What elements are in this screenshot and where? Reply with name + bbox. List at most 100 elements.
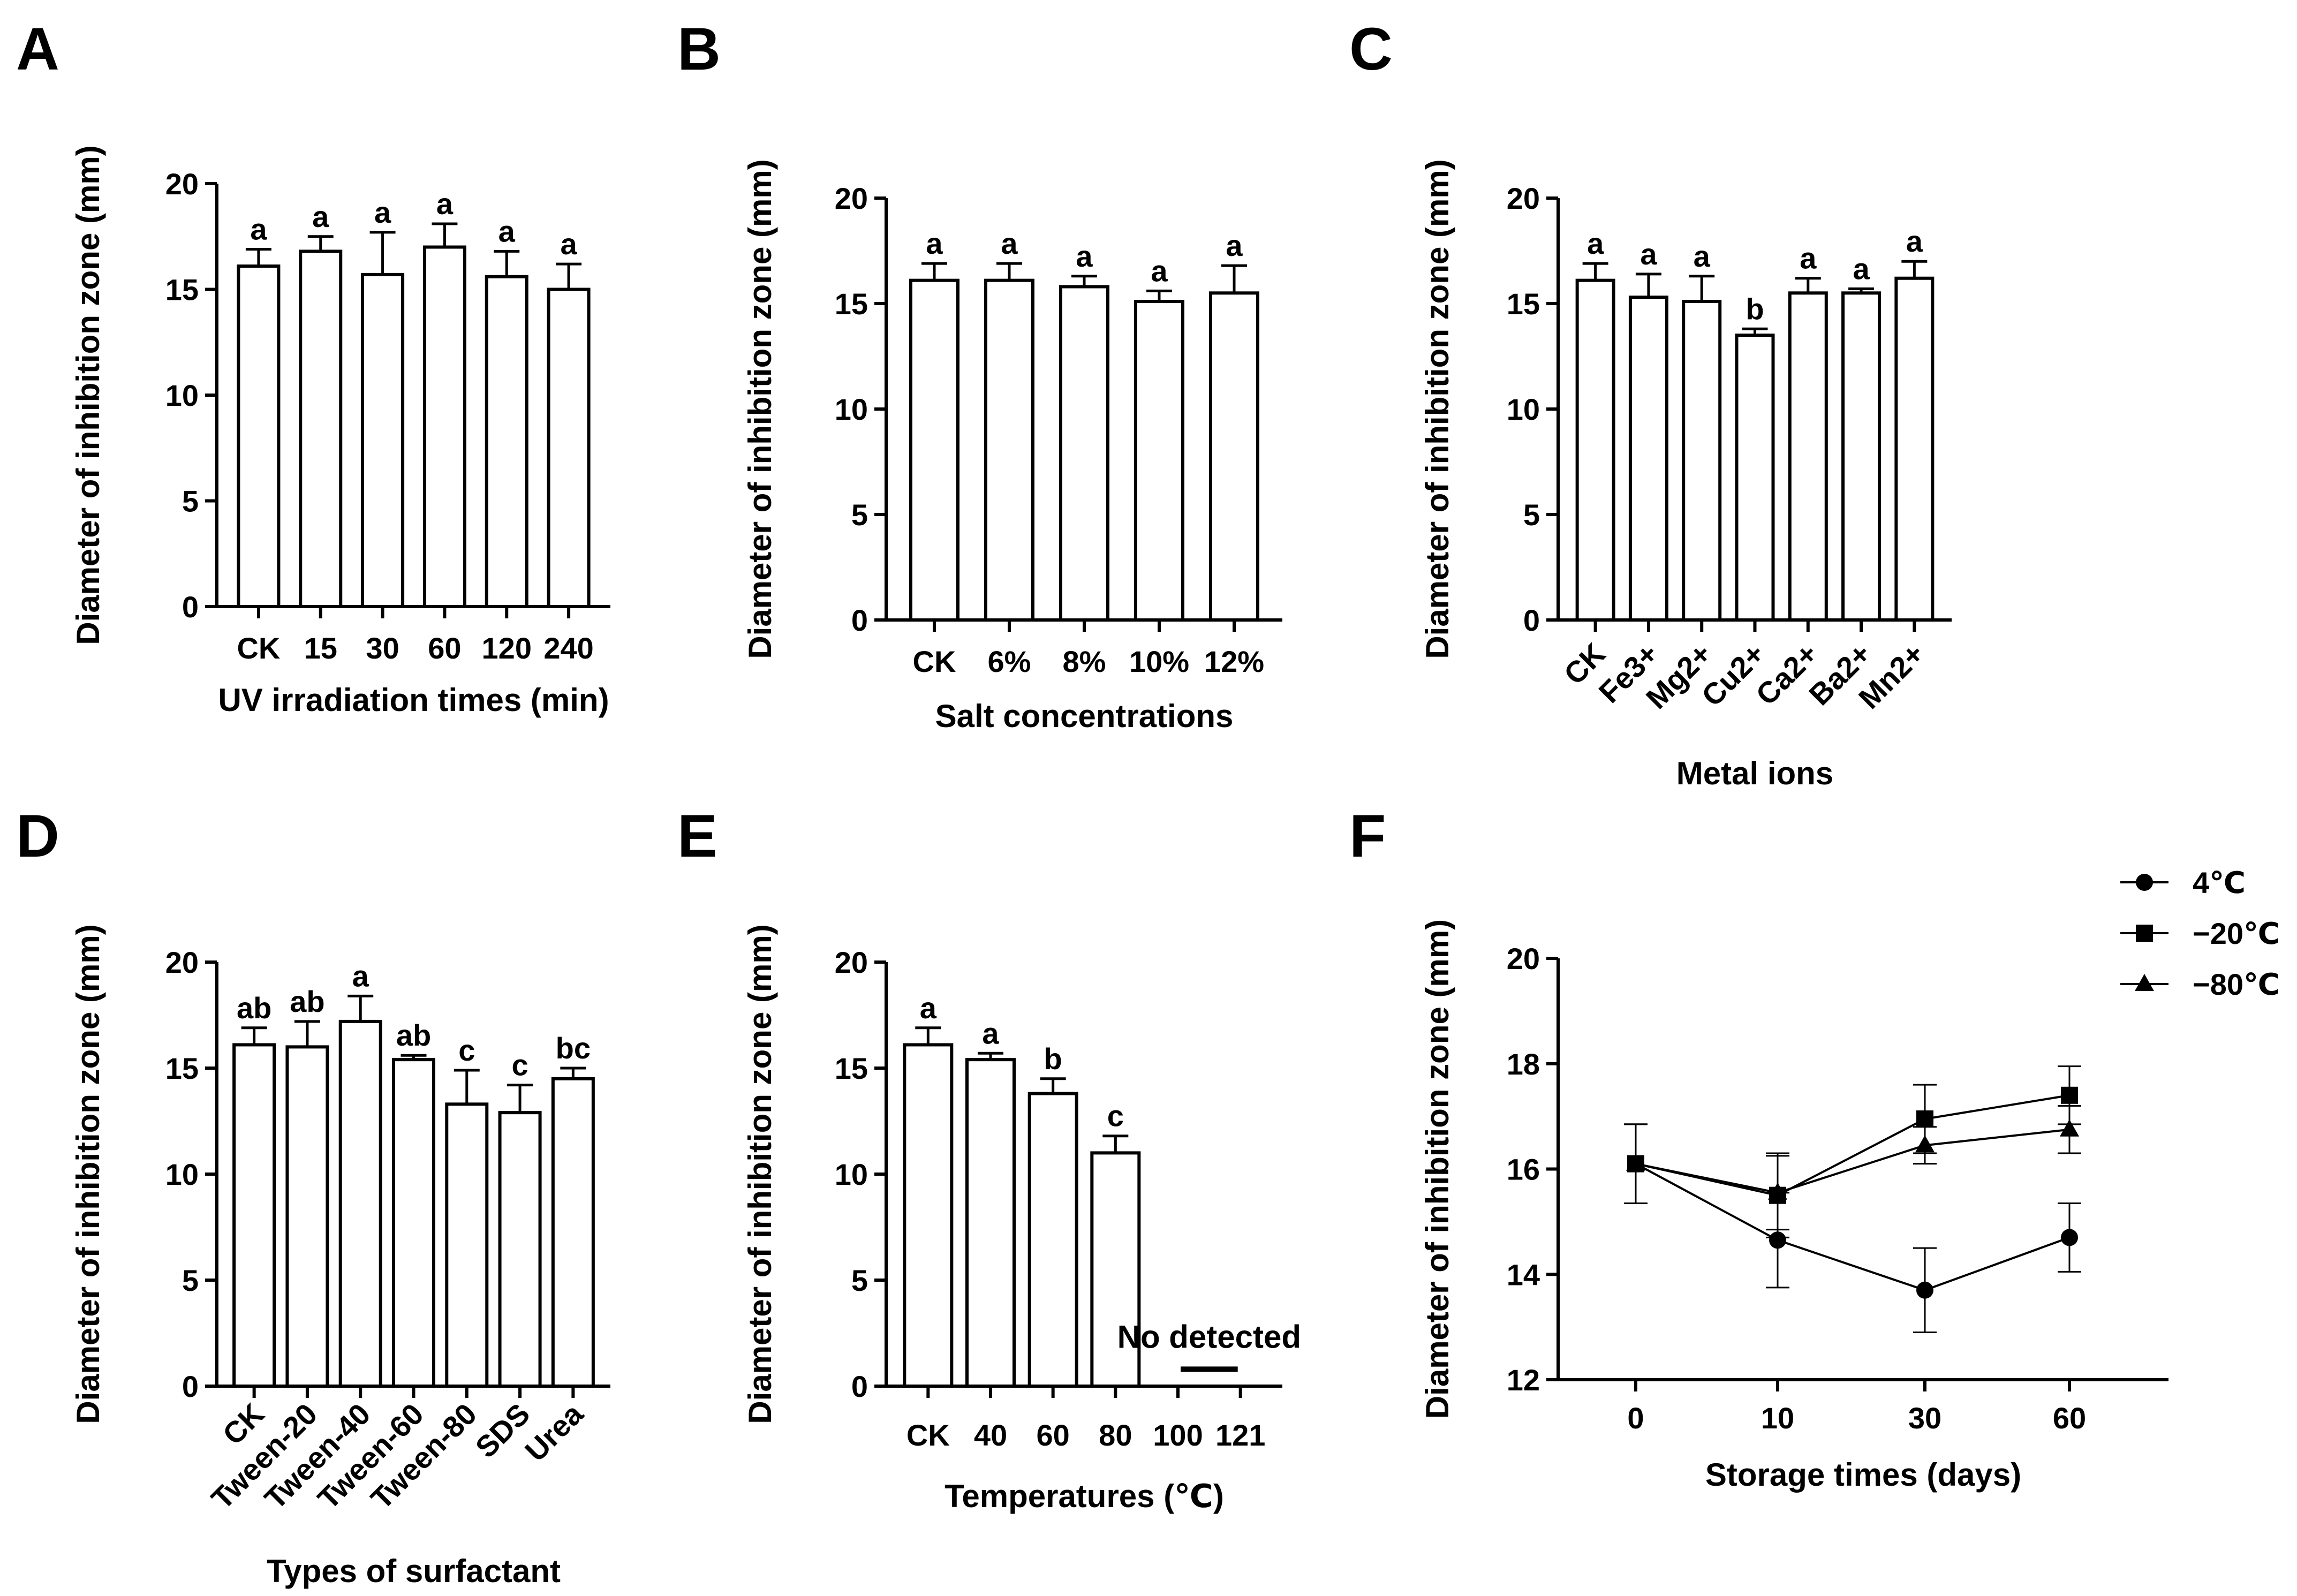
y-tick-label: 20: [165, 946, 199, 979]
y-axis-title: Diameter of inhibition zone (mm): [742, 159, 778, 659]
panel-E: E 0 5 10 15 20 Diameter of inhibition zone (mm…: [677, 803, 1301, 1514]
bar: [299, 249, 343, 608]
legend-entry: −80℃: [2120, 967, 2280, 1001]
bar: [232, 1043, 276, 1388]
panel-letter: E: [677, 803, 717, 869]
y-tick-label: 15: [165, 1052, 199, 1085]
y-axis-title: Diameter of inhibition zone (mm): [742, 924, 778, 1424]
series-triangle: [1624, 1105, 2081, 1231]
bar: [392, 1058, 435, 1388]
legend-entry: 4℃: [2120, 866, 2246, 899]
significance-letter: a: [926, 226, 943, 260]
bar: [903, 1043, 954, 1388]
y-axis-title: Diameter of inhibition zone (mm): [70, 924, 106, 1424]
significance-letter: a: [1640, 237, 1657, 271]
y-tick-label: 0: [182, 1370, 199, 1403]
y-tick-label: 15: [835, 287, 868, 321]
x-axis-title: Temperatures (℃): [945, 1478, 1224, 1514]
series-line: [1635, 1162, 2070, 1291]
significance-letter: a: [1800, 241, 1817, 275]
data-point-square: [1916, 1110, 1933, 1128]
x-tick-label: 60: [428, 631, 461, 665]
significance-letter: ab: [237, 991, 271, 1025]
y-tick-label: 0: [1523, 603, 1540, 637]
y-axis-title: Diameter of inhibition zone (mm): [70, 145, 106, 645]
y-tick-label: 20: [835, 946, 868, 979]
y-tick-label: 16: [1507, 1153, 1540, 1186]
x-axis-title: Salt concentrations: [935, 698, 1234, 734]
x-tick-label: 6%: [988, 645, 1031, 678]
data-point-triangle: [1915, 1135, 1935, 1153]
x-tick-label: 8%: [1063, 645, 1106, 678]
bar: [1894, 276, 1935, 622]
x-tick-label: CK: [913, 645, 956, 678]
significance-letter: a: [352, 959, 369, 993]
panel-letter: A: [16, 16, 59, 82]
legend-label: −20℃: [2193, 917, 2280, 950]
bar: [965, 1058, 1016, 1388]
x-tick-label: 12%: [1204, 645, 1264, 678]
y-tick-label: 10: [835, 392, 868, 426]
x-tick-label: 60: [1037, 1418, 1070, 1452]
bar: [551, 1077, 595, 1388]
x-tick-label: 60: [2053, 1401, 2086, 1435]
x-tick-label: 80: [1099, 1418, 1132, 1452]
significance-letter: c: [1107, 1099, 1124, 1133]
series-line: [1635, 1128, 2070, 1194]
bar: [1134, 300, 1184, 622]
x-tick-label: 0: [1627, 1401, 1644, 1435]
bar: [1628, 296, 1668, 622]
x-tick-label: Ca2+: [1749, 637, 1824, 712]
x-tick-label: 30: [366, 631, 399, 665]
bar: [285, 1045, 329, 1388]
significance-letter: a: [1226, 229, 1243, 262]
bar: [1059, 285, 1109, 622]
panel-A: A 0 5 10 15 20 Diameter of inhibition zone (mm…: [16, 16, 610, 718]
bar: [1788, 291, 1828, 622]
y-tick-label: 10: [835, 1158, 868, 1191]
panel-F: F 12 14 16 18 20 Diameter of inhibition zone (…: [1349, 803, 2280, 1493]
y-tick-label: 15: [835, 1052, 868, 1085]
panel-C: C 0 5 10 15 20 Diameter of inhibition zone (mm…: [1349, 16, 1952, 791]
panel-D: D 0 5 10 15 20 Diameter of inhibition zone (mm…: [16, 803, 610, 1589]
significance-letter: a: [1694, 239, 1711, 273]
significance-letter: a: [1001, 226, 1018, 260]
bar: [485, 275, 528, 608]
y-axis-title: Diameter of inhibition zone (mm): [1419, 919, 1455, 1419]
x-tick-label: 240: [543, 631, 593, 665]
x-tick-label: Cu2+: [1695, 637, 1771, 713]
x-axis-title: Types of surfactant: [267, 1553, 561, 1589]
significance-letter: a: [920, 991, 937, 1025]
bar: [1209, 291, 1259, 622]
annotation: No detected: [1117, 1319, 1301, 1355]
significance-letter: a: [1906, 224, 1923, 258]
significance-letter: ab: [290, 985, 324, 1018]
significance-letter: a: [498, 214, 516, 248]
y-tick-label: 0: [851, 603, 868, 637]
significance-letter: a: [250, 212, 267, 246]
data-point-triangle: [2060, 1119, 2079, 1137]
data-point-circle: [1916, 1281, 1933, 1299]
x-tick-label: 10: [1761, 1401, 1794, 1435]
series-square: [1624, 1065, 2081, 1238]
significance-letter: a: [436, 187, 454, 221]
significance-letter: b: [1746, 292, 1764, 326]
y-tick-label: 20: [835, 181, 868, 215]
bar: [237, 264, 281, 608]
series-line: [1635, 1094, 2070, 1197]
x-tick-label: Urea: [518, 1396, 590, 1468]
x-tick-label: 15: [304, 631, 337, 665]
y-tick-label: 5: [1523, 498, 1540, 532]
data-point-square: [2061, 1086, 2078, 1104]
bar: [1575, 278, 1615, 622]
significance-letter: a: [312, 200, 329, 233]
y-tick-label: 10: [1507, 392, 1540, 426]
bar: [1735, 334, 1775, 622]
data-point-triangle: [1626, 1153, 1645, 1171]
y-tick-label: 18: [1507, 1047, 1540, 1081]
legend-marker: [2136, 925, 2153, 942]
y-axis-title: Diameter of inhibition zone (mm): [1419, 159, 1455, 659]
bar: [338, 1019, 382, 1388]
significance-letter: a: [982, 1016, 999, 1050]
